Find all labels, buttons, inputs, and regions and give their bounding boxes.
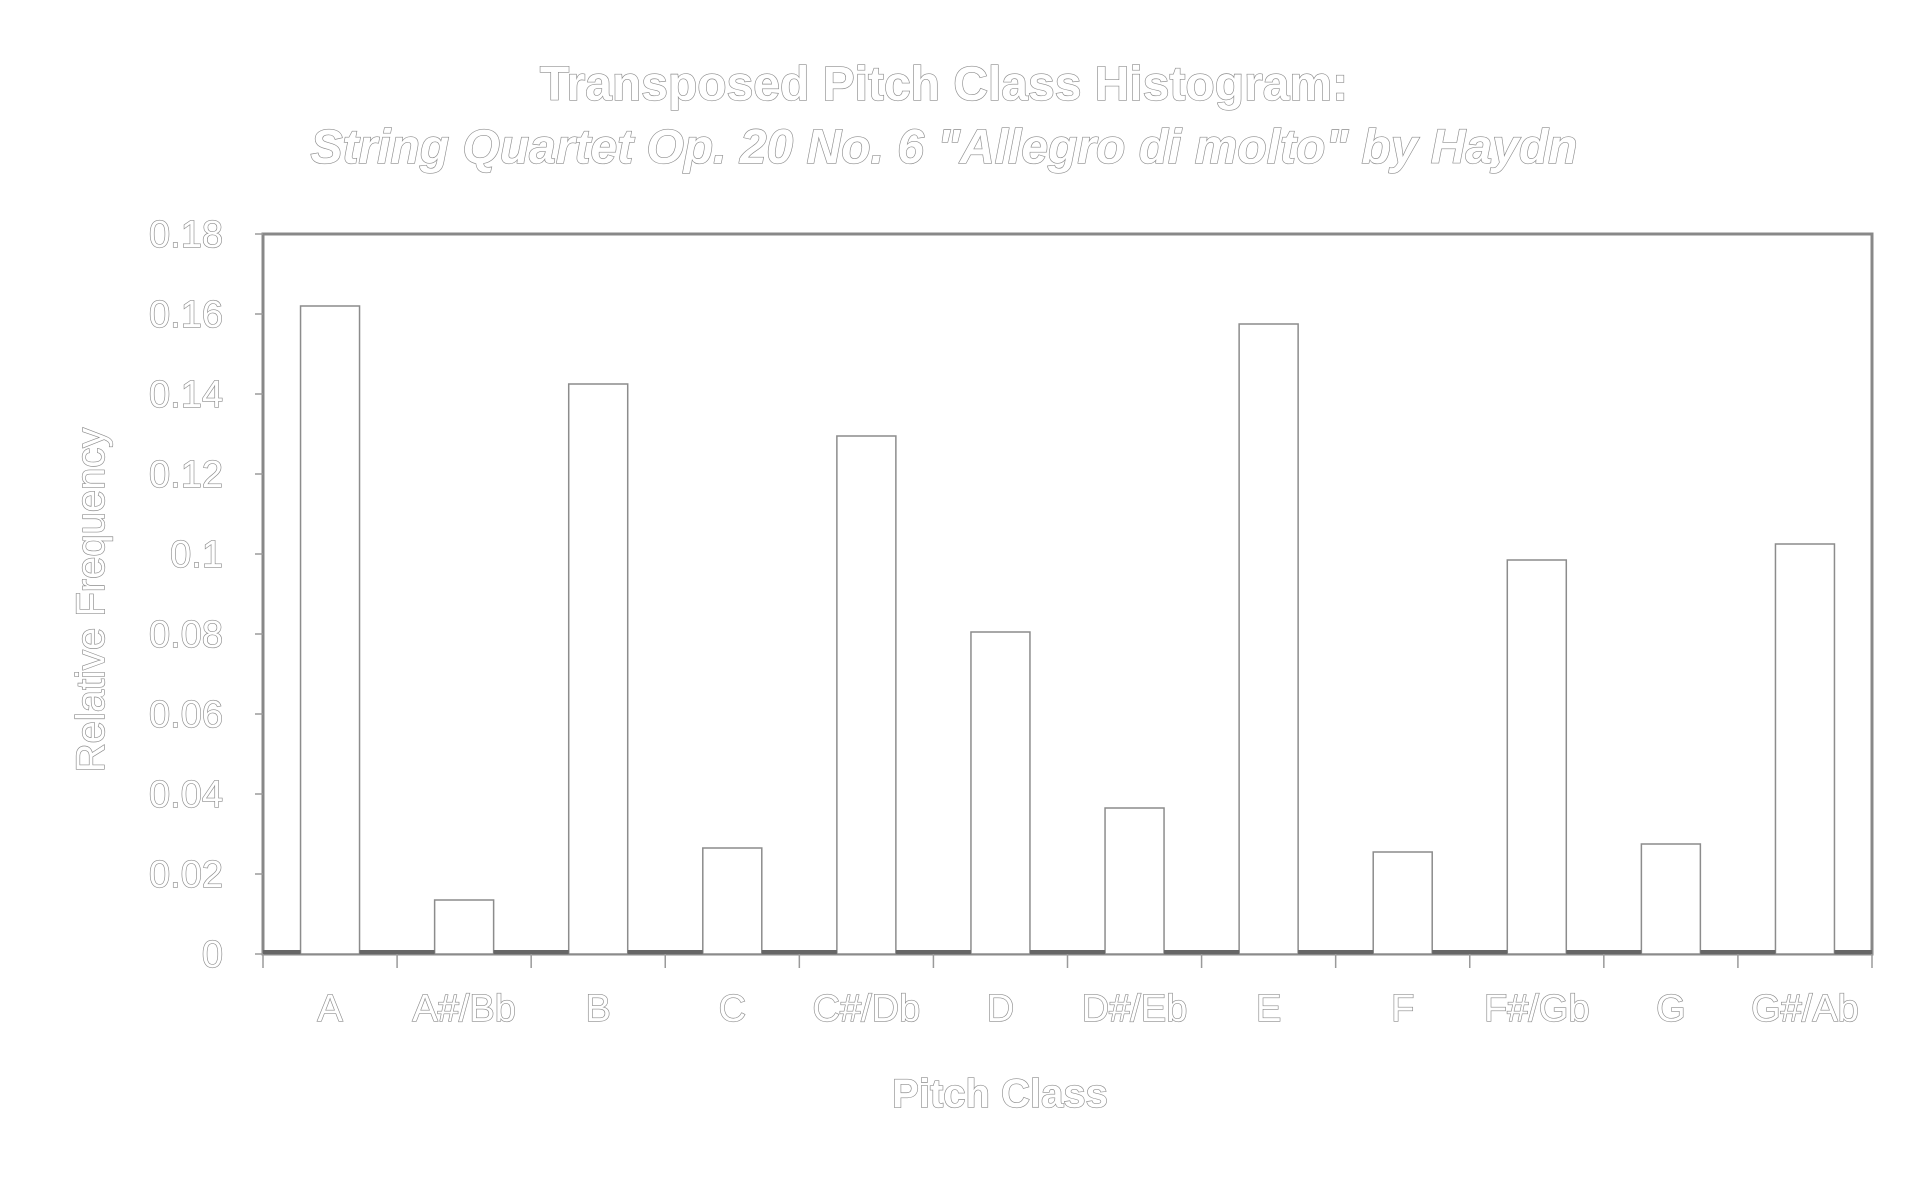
- chart-title: Transposed Pitch Class Histogram:: [540, 58, 1348, 111]
- bar-f-gb: [1506, 559, 1568, 955]
- y-tick-label: 0.04: [149, 774, 223, 816]
- y-tick-label: 0.18: [149, 214, 223, 256]
- x-tick-label: E: [1256, 988, 1281, 1030]
- bar-a-bb: [433, 899, 495, 955]
- y-axis-ticks: [255, 233, 263, 955]
- x-tick-label: D#/Eb: [1082, 988, 1188, 1030]
- y-tick-label: 0.08: [149, 614, 223, 656]
- bar-d-eb: [1104, 807, 1165, 955]
- bar-c: [702, 847, 763, 955]
- x-tick-label: B: [586, 988, 611, 1030]
- bar-f: [1372, 851, 1433, 955]
- plot-area: 0 0.02 0.04 0.06 0.08 0.1 0.12 0.14 0.16 0.18 A A#…: [148, 213, 1874, 1031]
- bar-a: [299, 305, 361, 955]
- chart-subtitle: String Quartet Op. 20 No. 6 "Allegro di …: [311, 121, 1578, 174]
- plot-frame: [261, 232, 1874, 956]
- bars-group: [299, 305, 1836, 955]
- x-tick-label: G#/Ab: [1751, 988, 1859, 1030]
- x-tick-label: A: [317, 988, 343, 1030]
- x-tick-label: C#/Db: [813, 988, 921, 1030]
- x-axis-ticks: [262, 954, 1873, 968]
- x-tick-label: D: [987, 988, 1014, 1030]
- x-tick-label: G: [1656, 988, 1686, 1030]
- y-axis-tick-labels: 0 0.02 0.04 0.06 0.08 0.1 0.12 0.14 0.16 0.18: [148, 213, 223, 976]
- y-tick-label: 0.14: [149, 374, 223, 416]
- y-tick-label: 0.1: [170, 534, 223, 576]
- x-axis-title: Pitch Class: [892, 1072, 1108, 1116]
- bar-b: [567, 383, 629, 955]
- bar-g-ab: [1774, 543, 1836, 955]
- x-tick-label: C: [719, 988, 746, 1030]
- y-tick-label: 0: [202, 934, 223, 976]
- x-axis-tick-labels: A A#/Bb B C C#/Db D D#/Eb E F F#/Gb G G#/Ab: [317, 987, 1860, 1030]
- x-tick-label: F#/Gb: [1484, 988, 1590, 1030]
- bar-d: [970, 631, 1031, 955]
- y-axis-title: Relative Frequency: [69, 428, 113, 773]
- y-tick-label: 0.16: [149, 294, 223, 336]
- x-tick-label: F: [1391, 988, 1414, 1030]
- bar-c-db: [836, 435, 897, 955]
- y-tick-label: 0.06: [149, 694, 223, 736]
- y-tick-label: 0.12: [149, 454, 223, 496]
- y-tick-label: 0.02: [149, 854, 223, 896]
- bar-g: [1640, 843, 1702, 955]
- x-tick-label: A#/Bb: [412, 988, 516, 1030]
- bar-e: [1238, 323, 1299, 955]
